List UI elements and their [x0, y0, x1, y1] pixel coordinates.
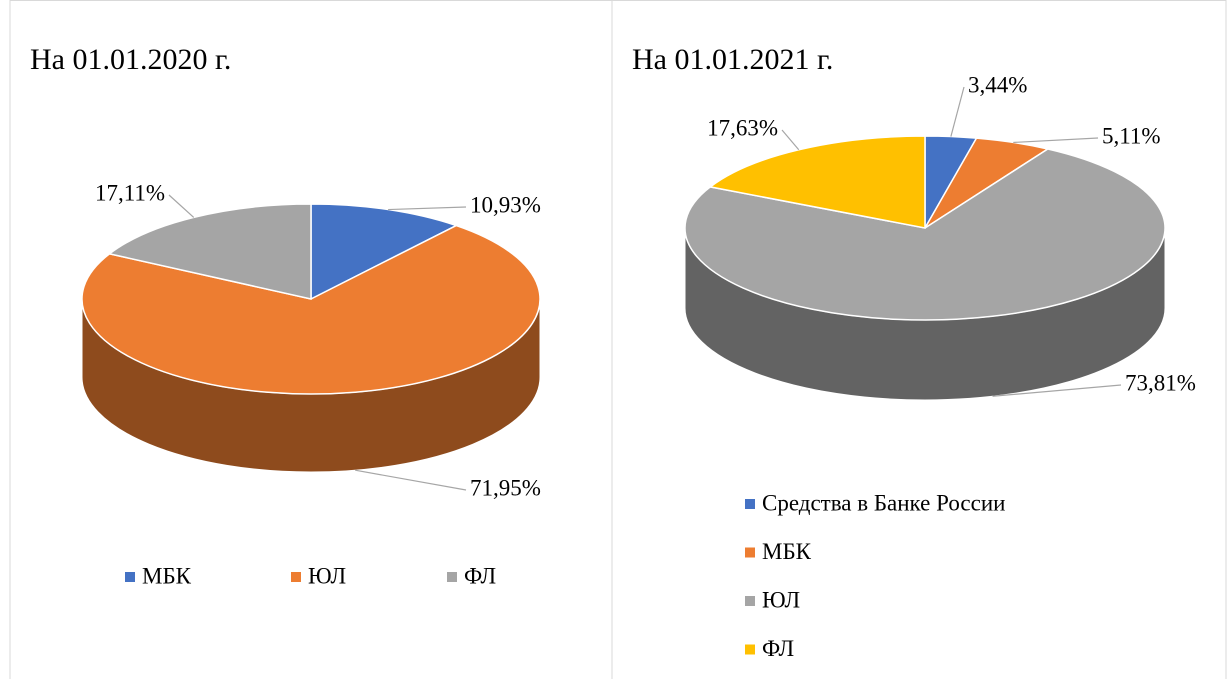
leader-line — [1013, 137, 1099, 144]
slice — [81, 224, 541, 395]
data-label: 10,93% — [470, 192, 541, 217]
legend-label: МБК — [762, 539, 812, 564]
legend-swatch — [125, 572, 135, 582]
chart-title: На 01.01.2021 г. — [632, 43, 833, 76]
legend-swatch — [745, 547, 755, 558]
leader-line — [355, 469, 467, 491]
legend-swatch — [291, 572, 301, 582]
legend-label: ЮЛ — [762, 587, 800, 612]
legend-label: ФЛ — [464, 563, 496, 588]
leader-line — [950, 86, 965, 137]
legend-swatch — [745, 596, 755, 606]
legend-label: ЮЛ — [308, 563, 346, 588]
legend-label: Средства в Банке России — [762, 490, 1005, 515]
slice — [684, 148, 1166, 321]
data-label: 71,95% — [470, 475, 541, 500]
leader-line — [168, 194, 195, 218]
data-label: 3,44% — [968, 72, 1027, 97]
data-label: 17,63% — [707, 115, 778, 140]
legend-swatch — [447, 572, 457, 582]
slice — [708, 135, 926, 229]
legend-label: ФЛ — [762, 636, 794, 661]
leader-line — [992, 384, 1122, 397]
leader-line — [781, 129, 800, 151]
slice — [310, 203, 459, 301]
legend-swatch — [745, 499, 755, 509]
chart-title: На 01.01.2020 г. — [30, 43, 231, 76]
legend-swatch — [745, 644, 755, 655]
legend-label: МБК — [142, 563, 192, 588]
data-label: 17,11% — [95, 180, 165, 205]
data-label: 73,81% — [1125, 370, 1196, 395]
data-label: 5,11% — [1102, 123, 1161, 148]
leader-line — [388, 206, 467, 211]
